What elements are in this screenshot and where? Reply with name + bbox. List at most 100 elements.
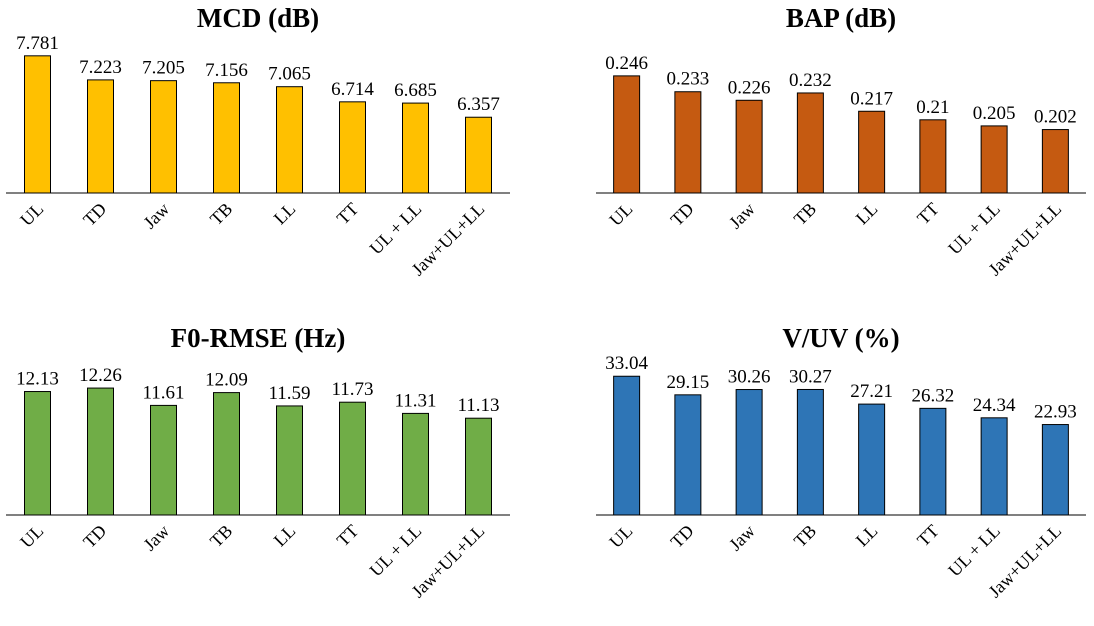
- f0-rmse-tick-label-tt: TT: [333, 521, 363, 551]
- mcd-value-label-ll: 7.065: [268, 64, 311, 85]
- f0-rmse-tick-label-ul-ll: UL + LL: [366, 521, 426, 581]
- mcd-value-label-td: 7.223: [79, 57, 122, 78]
- vuv-bar-ul: [613, 375, 641, 516]
- mcd-chart-panel: MCD (dB) 7.781 UL 7.223 TD 7.205 Jaw 7.156 TB 7.0…: [6, 3, 510, 279]
- mcd-value-label-tb: 7.156: [205, 60, 248, 81]
- f0-rmse-bar-td: [87, 387, 114, 516]
- mcd-bar-td: [87, 79, 114, 194]
- f0-rmse-bar-tb: [213, 392, 240, 516]
- vuv-bar-td: [674, 394, 702, 516]
- bap-bar-jaw-ul-ll: [1041, 129, 1069, 194]
- f0-rmse-value-label-tb: 12.09: [205, 370, 248, 391]
- bap-tick-label-td: TD: [667, 199, 698, 230]
- f0-rmse-value-label-td: 12.26: [79, 365, 122, 386]
- mcd-tick-label-tb: TB: [206, 199, 236, 229]
- vuv-bar-jaw-ul-ll: [1041, 424, 1069, 516]
- vuv-value-label-ul: 33.04: [605, 353, 648, 374]
- bap-bar-ul: [613, 75, 641, 194]
- f0-rmse-value-label-ul-ll: 11.31: [394, 390, 436, 411]
- mcd-bar-ul: [24, 55, 51, 194]
- f0-rmse-bar-jaw: [150, 404, 177, 516]
- vuv-bar-tb: [796, 388, 824, 516]
- vuv-value-label-td: 29.15: [667, 372, 710, 393]
- mcd-tick-label-jaw: Jaw: [139, 199, 173, 233]
- bap-tick-label-tt: TT: [913, 199, 943, 229]
- f0-rmse-value-label-tt: 11.73: [331, 379, 373, 400]
- bap-bar-td: [674, 91, 702, 194]
- vuv-value-label-ll: 27.21: [850, 381, 893, 402]
- mcd-tick-label-ll: LL: [270, 199, 300, 229]
- mcd-bar-ul-ll: [402, 102, 429, 194]
- f0-rmse-tick-label-ul: UL: [16, 521, 47, 552]
- bap-tick-label-ul-ll: UL + LL: [944, 199, 1004, 259]
- mcd-tick-label-td: TD: [79, 199, 110, 230]
- f0-rmse-value-label-jaw-ul-ll: 11.13: [457, 395, 499, 416]
- bap-tick-label-ul: UL: [605, 199, 636, 230]
- mcd-bar-ll: [276, 86, 303, 194]
- mcd-bar-tb: [213, 82, 240, 194]
- bap-chart-title: BAP (dB): [786, 3, 896, 33]
- vuv-chart-panel: V/UV (%) 33.04 UL 29.15 TD 30.26 Jaw 30.27 TB 27.…: [596, 323, 1086, 601]
- mcd-bar-jaw-ul-ll: [465, 116, 492, 194]
- f0-rmse-value-label-ll: 11.59: [268, 383, 310, 404]
- vuv-value-label-ul-ll: 24.34: [973, 395, 1016, 416]
- bap-tick-label-jaw: Jaw: [725, 199, 759, 233]
- f0-rmse-value-label-jaw: 11.61: [142, 382, 184, 403]
- mcd-tick-label-ul-ll: UL + LL: [366, 199, 426, 259]
- vuv-chart-title: V/UV (%): [782, 323, 899, 353]
- vuv-tick-label-ul-ll: UL + LL: [944, 521, 1004, 581]
- mcd-tick-label-tt: TT: [333, 199, 363, 229]
- f0-rmse-bar-ul: [24, 391, 51, 516]
- bap-value-label-ul: 0.246: [605, 53, 648, 74]
- f0-rmse-bar-jaw-ul-ll: [465, 417, 492, 516]
- vuv-tick-label-td: TD: [667, 521, 698, 552]
- f0-rmse-value-label-ul: 12.13: [16, 369, 59, 390]
- vuv-tick-label-jaw: Jaw: [725, 521, 759, 555]
- mcd-value-label-tt: 6.714: [331, 79, 374, 100]
- vuv-bar-ll: [858, 403, 886, 516]
- mcd-bar-tt: [339, 101, 366, 194]
- f0-rmse-chart-panel: F0-RMSE (Hz) 12.13 UL 12.26 TD 11.61 Jaw 12.09 T…: [6, 323, 510, 601]
- bap-value-label-tb: 0.232: [789, 70, 832, 91]
- vuv-tick-label-ul: UL: [605, 521, 636, 552]
- bap-bar-ul-ll: [980, 125, 1008, 194]
- bap-chart-panel: BAP (dB) 0.246 UL 0.233 TD 0.226 Jaw 0.232 TB 0.2…: [596, 3, 1086, 279]
- f0-rmse-tick-label-ll: LL: [270, 521, 300, 551]
- bap-bar-tt: [919, 119, 947, 194]
- vuv-value-label-jaw: 30.26: [728, 367, 771, 388]
- f0-rmse-bar-ul-ll: [402, 412, 429, 516]
- mcd-tick-label-ul: UL: [16, 199, 47, 230]
- vuv-bar-jaw: [735, 389, 763, 516]
- bap-value-label-tt: 0.21: [916, 97, 949, 118]
- bap-bar-ll: [858, 110, 886, 194]
- mcd-chart-title: MCD (dB): [197, 3, 319, 33]
- vuv-value-label-jaw-ul-ll: 22.93: [1034, 402, 1077, 423]
- vuv-bar-ul-ll: [980, 417, 1008, 516]
- vuv-value-label-tb: 30.27: [789, 366, 832, 387]
- bap-bar-tb: [796, 92, 824, 194]
- vuv-tick-label-tt: TT: [913, 521, 943, 551]
- mcd-bar-jaw: [150, 80, 177, 194]
- vuv-tick-label-tb: TB: [790, 521, 820, 551]
- bap-value-label-td: 0.233: [667, 69, 710, 90]
- f0-rmse-tick-label-tb: TB: [206, 521, 236, 551]
- bap-tick-label-tb: TB: [790, 199, 820, 229]
- bap-value-label-jaw: 0.226: [728, 77, 771, 98]
- bap-tick-label-ll: LL: [852, 199, 882, 229]
- mcd-value-label-jaw: 7.205: [142, 58, 185, 79]
- bap-value-label-ll: 0.217: [850, 88, 893, 109]
- f0-rmse-bar-ll: [276, 405, 303, 516]
- vuv-tick-label-ll: LL: [852, 521, 882, 551]
- bap-value-label-jaw-ul-ll: 0.202: [1034, 107, 1077, 128]
- mcd-value-label-ul-ll: 6.685: [394, 80, 437, 101]
- bap-value-label-ul-ll: 0.205: [973, 103, 1016, 124]
- f0-rmse-chart-title: F0-RMSE (Hz): [171, 323, 346, 353]
- f0-rmse-tick-label-td: TD: [79, 521, 110, 552]
- f0-rmse-tick-label-jaw: Jaw: [139, 521, 173, 555]
- mcd-value-label-jaw-ul-ll: 6.357: [457, 94, 500, 115]
- vuv-value-label-tt: 26.32: [912, 385, 955, 406]
- f0-rmse-bar-tt: [339, 401, 366, 516]
- bap-bar-jaw: [735, 99, 763, 194]
- vuv-bar-tt: [919, 407, 947, 516]
